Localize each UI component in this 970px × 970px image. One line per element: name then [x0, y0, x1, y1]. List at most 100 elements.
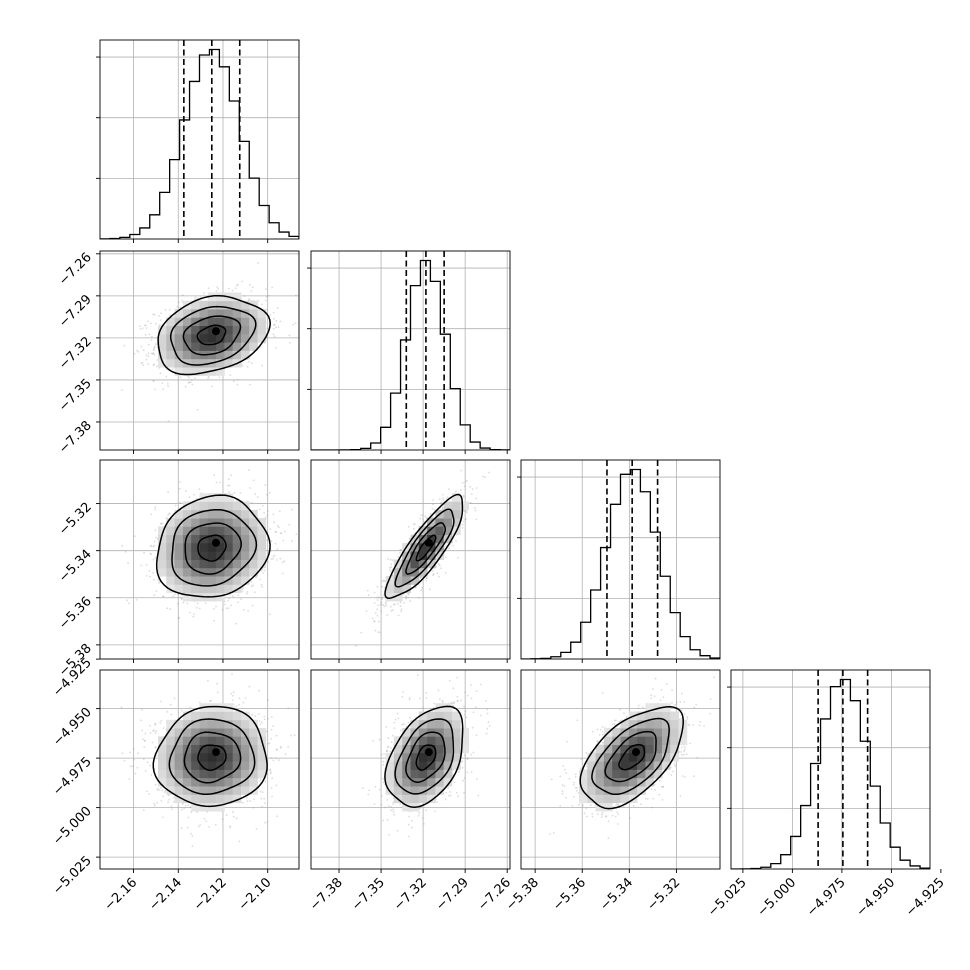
contour-level-1: [184, 522, 242, 575]
density-cell: [191, 526, 200, 535]
sample-point: [420, 576, 422, 578]
sample-point: [152, 353, 154, 355]
density-cell: [224, 576, 234, 585]
sample-point: [179, 376, 182, 379]
y-tick-label-1-2: −7.32: [56, 334, 95, 373]
sample-point: [275, 531, 277, 533]
sample-point: [371, 617, 374, 620]
sample-point: [291, 508, 293, 511]
density-cell: [158, 358, 167, 368]
density-cell: [257, 333, 267, 343]
sample-point: [397, 556, 400, 559]
density-cell: [191, 567, 200, 577]
sample-point: [292, 323, 295, 326]
sample-point: [152, 545, 155, 548]
sample-point: [422, 514, 424, 516]
density-cell: [241, 576, 250, 585]
sample-point: [276, 307, 279, 310]
sample-point: [300, 311, 302, 313]
density-cell: [182, 518, 192, 527]
density-cell: [191, 501, 200, 511]
density-cell: [158, 551, 167, 560]
sample-point: [241, 590, 244, 593]
sample-point: [407, 592, 409, 595]
density-cell: [166, 518, 175, 527]
sample-point: [154, 556, 157, 559]
sample-point: [155, 590, 158, 592]
sample-point: [147, 363, 149, 366]
density-cell: [207, 350, 217, 360]
sample-point: [215, 481, 218, 484]
sample-point: [418, 597, 420, 599]
contour-level-3: [384, 493, 464, 599]
sample-point: [432, 516, 434, 518]
density-cell: [216, 526, 225, 535]
density-cell: [257, 325, 267, 335]
density-cell: [249, 309, 258, 318]
sample-point: [440, 502, 442, 505]
sample-point: [154, 388, 156, 391]
density-cell: [191, 333, 200, 343]
contour-level-1: [405, 522, 447, 575]
density-cell: [207, 518, 217, 527]
panel-frame: [99, 39, 300, 240]
sample-point: [235, 705, 238, 707]
density-cell: [166, 542, 175, 552]
density-cell: [452, 518, 461, 527]
sample-point: [391, 574, 394, 577]
sample-point: [204, 602, 207, 604]
density-cell: [427, 551, 436, 560]
density-cell: [216, 576, 225, 585]
sample-point: [179, 306, 182, 309]
sample-point: [213, 619, 216, 622]
density-cell: [207, 509, 217, 519]
sample-point: [250, 290, 253, 292]
sample-point: [139, 328, 142, 330]
sample-point: [192, 615, 195, 618]
density-cell: [393, 592, 403, 602]
sample-point: [425, 577, 428, 579]
sample-point: [462, 494, 465, 497]
density-cell: [199, 567, 209, 577]
sample-point: [98, 345, 100, 347]
sample-point: [181, 294, 184, 296]
sample-point: [441, 507, 444, 510]
sample-point: [198, 607, 201, 610]
density-cell: [199, 584, 209, 594]
contour-level-1: [182, 315, 242, 356]
sample-point: [438, 498, 441, 501]
sample-point: [381, 596, 384, 599]
density-cell: [174, 367, 184, 376]
density-cell: [216, 542, 225, 552]
panel-0-0: [96, 39, 300, 243]
sample-point: [140, 362, 143, 365]
sample-point: [400, 548, 402, 551]
sample-point: [158, 315, 161, 317]
sample-point: [270, 728, 273, 731]
sample-point: [144, 770, 147, 772]
density-cell: [174, 358, 184, 368]
sample-point: [276, 525, 279, 527]
panel-frame: [310, 459, 511, 660]
sample-point: [135, 599, 138, 601]
sample-point: [447, 488, 450, 490]
sample-point: [168, 513, 171, 516]
sample-point: [420, 589, 423, 592]
density-cell: [174, 309, 184, 318]
sample-point: [381, 598, 383, 600]
density-cell: [174, 518, 184, 527]
sample-point: [235, 622, 238, 625]
sample-point: [160, 522, 163, 525]
y-tick-label-2-3: −5.32: [56, 500, 95, 539]
sample-point: [392, 603, 395, 606]
density-cell: [232, 333, 242, 343]
sample-point: [237, 601, 239, 603]
sample-point: [421, 586, 423, 589]
sample-point: [469, 485, 472, 488]
sample-point: [121, 389, 123, 391]
density-cell: [158, 567, 167, 577]
density-cell: [435, 526, 445, 535]
sample-point: [227, 607, 230, 609]
sample-point: [460, 489, 462, 491]
sample-point: [384, 603, 387, 605]
